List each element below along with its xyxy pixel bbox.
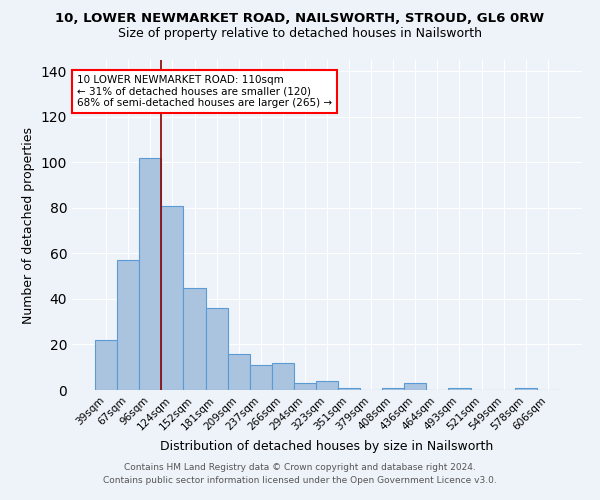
Bar bbox=[95, 340, 117, 390]
Bar bbox=[294, 383, 316, 390]
Bar bbox=[404, 383, 427, 390]
Text: 10, LOWER NEWMARKET ROAD, NAILSWORTH, STROUD, GL6 0RW: 10, LOWER NEWMARKET ROAD, NAILSWORTH, ST… bbox=[55, 12, 545, 26]
Bar bbox=[382, 388, 404, 390]
Bar bbox=[117, 260, 139, 390]
Bar bbox=[250, 365, 272, 390]
Bar bbox=[206, 308, 227, 390]
Bar bbox=[338, 388, 360, 390]
Y-axis label: Number of detached properties: Number of detached properties bbox=[22, 126, 35, 324]
Bar bbox=[227, 354, 250, 390]
X-axis label: Distribution of detached houses by size in Nailsworth: Distribution of detached houses by size … bbox=[160, 440, 494, 453]
Text: Contains public sector information licensed under the Open Government Licence v3: Contains public sector information licen… bbox=[103, 476, 497, 485]
Text: Size of property relative to detached houses in Nailsworth: Size of property relative to detached ho… bbox=[118, 28, 482, 40]
Bar bbox=[184, 288, 206, 390]
Text: 10 LOWER NEWMARKET ROAD: 110sqm
← 31% of detached houses are smaller (120)
68% o: 10 LOWER NEWMARKET ROAD: 110sqm ← 31% of… bbox=[77, 75, 332, 108]
Bar bbox=[316, 381, 338, 390]
Bar bbox=[272, 362, 294, 390]
Text: Contains HM Land Registry data © Crown copyright and database right 2024.: Contains HM Land Registry data © Crown c… bbox=[124, 464, 476, 472]
Bar bbox=[161, 206, 184, 390]
Bar bbox=[139, 158, 161, 390]
Bar bbox=[448, 388, 470, 390]
Bar bbox=[515, 388, 537, 390]
